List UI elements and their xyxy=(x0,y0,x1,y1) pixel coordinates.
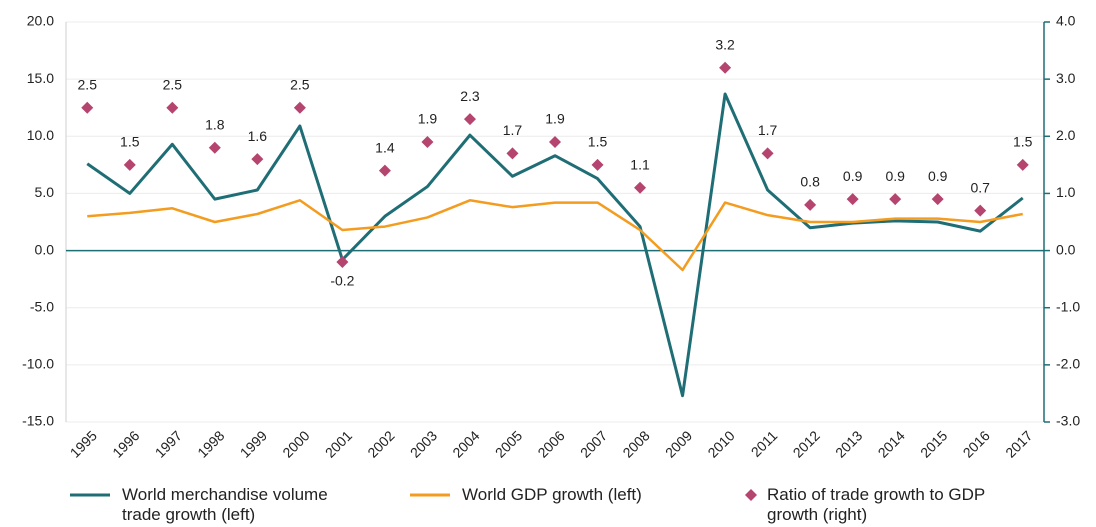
x-tick-label: 2000 xyxy=(279,427,312,460)
diamond-marker xyxy=(889,193,902,206)
x-tick-label: 2002 xyxy=(364,427,397,460)
y2-tick-label: 4.0 xyxy=(1056,13,1076,29)
diamond-marker xyxy=(251,153,264,166)
x-tick-label: 2006 xyxy=(534,427,567,460)
y-tick-label: -5.0 xyxy=(30,298,54,314)
series-line xyxy=(86,92,1024,398)
x-tick-label: 2001 xyxy=(322,427,355,460)
diamond-marker xyxy=(1016,158,1029,171)
diamond-marker xyxy=(549,136,561,148)
y2-tick-label: 1.0 xyxy=(1056,184,1076,200)
data-label: 1.9 xyxy=(418,111,438,127)
diamond-marker xyxy=(421,136,434,148)
y-tick-label: 5.0 xyxy=(35,184,55,200)
diamond-marker xyxy=(463,113,476,126)
data-label: 1.5 xyxy=(1013,134,1033,150)
data-label: -0.2 xyxy=(330,273,354,289)
y-tick-label: 10.0 xyxy=(27,127,54,143)
diamond-marker xyxy=(208,141,221,154)
data-label: 2.3 xyxy=(460,88,480,104)
legend-label: Ratio of trade growth to GDP growth (rig… xyxy=(767,485,985,524)
diamond-marker xyxy=(931,193,944,206)
x-tick-label: 2004 xyxy=(449,427,482,460)
y-tick-label: 15.0 xyxy=(27,70,54,86)
y-tick-label: 0.0 xyxy=(35,241,55,257)
legend-label: World GDP growth (left) xyxy=(462,485,642,504)
x-tick-label: 2012 xyxy=(790,427,823,460)
series-line xyxy=(87,199,1023,272)
y2-tick-label: 0.0 xyxy=(1056,241,1076,257)
y2-tick-label: 3.0 xyxy=(1056,70,1076,86)
y-tick-label: 20.0 xyxy=(27,13,54,29)
data-label: 0.7 xyxy=(970,179,990,195)
x-tick-label: 2013 xyxy=(832,427,865,460)
y2-tick-label: 2.0 xyxy=(1056,127,1076,143)
data-label: 2.5 xyxy=(78,76,98,92)
x-tick-label: 1996 xyxy=(109,427,142,460)
data-label: 1.1 xyxy=(630,156,650,172)
diamond-marker xyxy=(293,101,306,114)
diamond-marker xyxy=(81,101,94,114)
data-label: 1.6 xyxy=(248,128,268,144)
diamond-marker xyxy=(846,193,859,206)
diamond-marker xyxy=(123,158,136,171)
y2-tick-label: -2.0 xyxy=(1056,356,1080,372)
data-label: 2.5 xyxy=(163,76,183,92)
diamond-marker xyxy=(336,256,349,268)
legend-swatch xyxy=(745,489,757,501)
x-tick-label: 2015 xyxy=(917,427,950,460)
diamond-marker xyxy=(378,164,391,177)
y2-tick-label: -3.0 xyxy=(1056,413,1080,429)
y-tick-label: -10.0 xyxy=(22,356,54,372)
data-label: 3.2 xyxy=(715,36,735,52)
x-tick-label: 2008 xyxy=(619,427,652,460)
x-tick-label: 2016 xyxy=(960,427,993,460)
x-tick-label: 1997 xyxy=(152,427,185,460)
diamond-marker xyxy=(591,158,604,171)
data-label: 1.4 xyxy=(375,139,395,155)
x-tick-label: 2005 xyxy=(492,427,525,460)
x-tick-label: 1995 xyxy=(67,427,100,460)
data-label: 1.8 xyxy=(205,116,225,132)
x-tick-label: 2003 xyxy=(407,427,440,460)
x-tick-label: 2011 xyxy=(748,427,781,460)
y2-tick-label: -1.0 xyxy=(1056,298,1080,314)
diamond-marker xyxy=(804,198,817,211)
diamond-marker xyxy=(974,204,987,217)
x-tick-label: 2017 xyxy=(1002,427,1035,460)
diamond-marker xyxy=(719,61,732,74)
data-label: 1.5 xyxy=(588,134,608,150)
diamond-marker xyxy=(506,147,519,160)
x-tick-label: 2014 xyxy=(875,427,908,460)
x-tick-label: 2007 xyxy=(577,427,610,460)
x-tick-label: 2010 xyxy=(704,427,737,460)
data-label: 0.9 xyxy=(928,168,948,184)
diamond-marker xyxy=(761,147,774,160)
data-label: 1.9 xyxy=(545,111,565,127)
data-label: 1.7 xyxy=(503,122,523,138)
data-label: 0.9 xyxy=(843,168,863,184)
data-label: 1.5 xyxy=(120,134,140,150)
y-tick-label: -15.0 xyxy=(22,413,54,429)
data-label: 2.5 xyxy=(290,76,310,92)
x-tick-label: 1999 xyxy=(237,427,270,460)
x-tick-label: 1998 xyxy=(194,427,227,460)
x-tick-label: 2009 xyxy=(662,427,695,460)
data-label: 0.8 xyxy=(800,174,820,190)
diamond-marker xyxy=(166,101,179,114)
diamond-marker xyxy=(634,181,647,194)
data-label: 0.9 xyxy=(885,168,905,184)
legend-label: World merchandise volume trade growth (l… xyxy=(122,485,328,524)
data-label: 1.7 xyxy=(758,122,778,138)
